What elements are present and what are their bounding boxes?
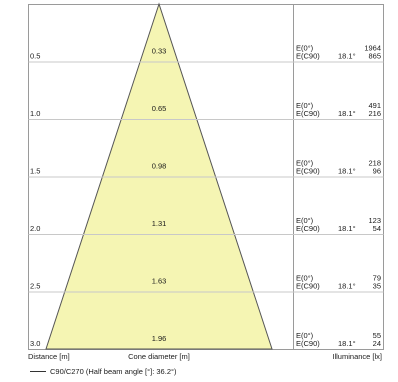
distance-axis-label: Distance [m]	[28, 352, 70, 361]
legend-label: C90/C270 (Half beam angle [°]: 36.2°)	[50, 367, 177, 376]
half-angle-label: 18.1°	[338, 339, 356, 348]
e0-value: 491	[368, 101, 381, 110]
cone-diameter-label: 0.33	[152, 47, 167, 56]
half-angle-label: 18.1°	[338, 167, 356, 176]
ec90-value: 216	[368, 109, 381, 118]
ec90-label: E(C90)	[296, 224, 320, 233]
ec90-value: 865	[368, 52, 381, 61]
cone-diameter-label: 0.98	[152, 162, 167, 171]
distance-label: 2.5	[30, 282, 40, 291]
half-angle-label: 18.1°	[338, 224, 356, 233]
half-angle-label: 18.1°	[338, 282, 356, 291]
e0-label: E(0°)	[296, 159, 314, 168]
illuminance-axis-label: Illuminance [lx]	[332, 352, 382, 361]
e0-value: 218	[368, 159, 381, 168]
ec90-value: 54	[373, 224, 381, 233]
half-angle-label: 18.1°	[338, 109, 356, 118]
cone-diameter-label: 1.96	[152, 334, 167, 343]
distance-label: 1.5	[30, 167, 40, 176]
ec90-value: 24	[373, 339, 381, 348]
distance-label: 0.5	[30, 52, 40, 61]
ec90-label: E(C90)	[296, 167, 320, 176]
distance-label: 1.0	[30, 109, 40, 118]
e0-label: E(0°)	[296, 101, 314, 110]
distance-label: 3.0	[30, 339, 40, 348]
diameter-axis-label: Cone diameter [m]	[128, 352, 190, 361]
e0-value: 55	[373, 331, 381, 340]
cone-diameter-label: 0.65	[152, 104, 167, 113]
ec90-label: E(C90)	[296, 339, 320, 348]
grid-lines	[28, 61, 384, 293]
e0-label: E(0°)	[296, 44, 314, 53]
ec90-value: 96	[373, 167, 381, 176]
ec90-label: E(C90)	[296, 52, 320, 61]
cone-diameter-label: 1.63	[152, 277, 167, 286]
ec90-label: E(C90)	[296, 282, 320, 291]
half-angle-label: 18.1°	[338, 52, 356, 61]
e0-value: 123	[368, 216, 381, 225]
e0-value: 79	[373, 274, 381, 283]
e0-label: E(0°)	[296, 274, 314, 283]
ec90-value: 35	[373, 282, 381, 291]
e0-label: E(0°)	[296, 216, 314, 225]
ec90-label: E(C90)	[296, 109, 320, 118]
cone-diameter-label: 1.31	[152, 219, 167, 228]
distance-label: 2.0	[30, 224, 40, 233]
e0-value: 1964	[364, 44, 381, 53]
e0-label: E(0°)	[296, 331, 314, 340]
